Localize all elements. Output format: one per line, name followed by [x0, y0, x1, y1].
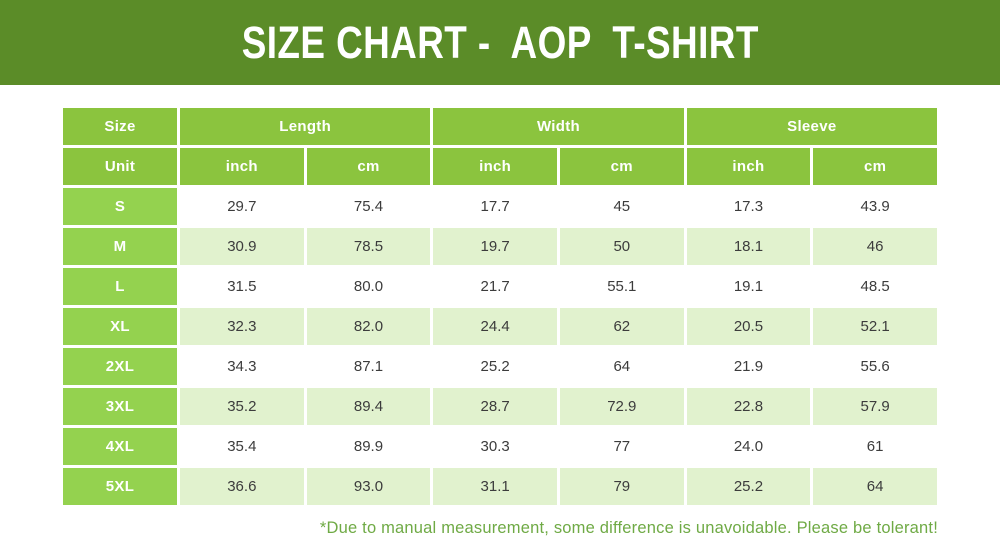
data-cell: 21.9 [686, 348, 811, 385]
data-cell: 55.1 [559, 268, 684, 305]
data-cell: 30.9 [180, 228, 304, 265]
table-row-2xl: 2XL 34.3 87.1 25.2 64 21.9 55.6 [63, 348, 937, 385]
data-cell: 87.1 [306, 348, 431, 385]
data-cell: 29.7 [180, 188, 304, 225]
data-cell: 34.3 [180, 348, 304, 385]
data-cell: 19.7 [433, 228, 557, 265]
unit-header-row: Unit inch cm inch cm inch cm [63, 148, 937, 185]
measurement-disclaimer: *Due to manual measurement, some differe… [319, 519, 938, 537]
size-chart-table: Size Length Width Sleeve Unit inch cm in… [60, 105, 940, 508]
data-cell: 61 [813, 428, 937, 465]
unit-length-cm: cm [306, 148, 431, 185]
data-cell: 82.0 [306, 308, 431, 345]
table-row-5xl: 5XL 36.6 93.0 31.1 79 25.2 64 [63, 468, 937, 505]
data-cell: 52.1 [813, 308, 937, 345]
data-cell: 30.3 [433, 428, 557, 465]
data-cell: 24.4 [433, 308, 557, 345]
size-label: XL [63, 308, 177, 345]
page-title: SIZE CHART - AOP T-SHIRT [241, 16, 759, 68]
size-label: 2XL [63, 348, 177, 385]
size-label: 4XL [63, 428, 177, 465]
table-row-s: S 29.7 75.4 17.7 45 17.3 43.9 [63, 188, 937, 225]
data-cell: 75.4 [306, 188, 431, 225]
unit-sleeve-cm: cm [813, 148, 937, 185]
col-header-size: Size [63, 108, 177, 145]
col-header-sleeve: Sleeve [686, 108, 937, 145]
unit-header-label: Unit [63, 148, 177, 185]
title-banner: SIZE CHART - AOP T-SHIRT [0, 0, 1000, 85]
data-cell: 36.6 [180, 468, 304, 505]
data-cell: 22.8 [686, 388, 811, 425]
size-label: 3XL [63, 388, 177, 425]
table-row-m: M 30.9 78.5 19.7 50 18.1 46 [63, 228, 937, 265]
data-cell: 72.9 [559, 388, 684, 425]
unit-width-inch: inch [433, 148, 557, 185]
data-cell: 62 [559, 308, 684, 345]
data-cell: 17.3 [686, 188, 811, 225]
data-cell: 89.9 [306, 428, 431, 465]
data-cell: 18.1 [686, 228, 811, 265]
data-cell: 48.5 [813, 268, 937, 305]
data-cell: 24.0 [686, 428, 811, 465]
data-cell: 45 [559, 188, 684, 225]
size-label: S [63, 188, 177, 225]
unit-width-cm: cm [559, 148, 684, 185]
data-cell: 21.7 [433, 268, 557, 305]
unit-length-inch: inch [180, 148, 304, 185]
data-cell: 55.6 [813, 348, 937, 385]
col-header-width: Width [433, 108, 684, 145]
table-row-3xl: 3XL 35.2 89.4 28.7 72.9 22.8 57.9 [63, 388, 937, 425]
unit-sleeve-inch: inch [686, 148, 811, 185]
data-cell: 25.2 [686, 468, 811, 505]
data-cell: 25.2 [433, 348, 557, 385]
data-cell: 78.5 [306, 228, 431, 265]
data-cell: 50 [559, 228, 684, 265]
data-cell: 79 [559, 468, 684, 505]
data-cell: 32.3 [180, 308, 304, 345]
data-cell: 31.1 [433, 468, 557, 505]
col-header-length: Length [180, 108, 431, 145]
data-cell: 31.5 [180, 268, 304, 305]
data-cell: 80.0 [306, 268, 431, 305]
size-label: L [63, 268, 177, 305]
data-cell: 17.7 [433, 188, 557, 225]
table-row-l: L 31.5 80.0 21.7 55.1 19.1 48.5 [63, 268, 937, 305]
data-cell: 64 [559, 348, 684, 385]
data-cell: 35.4 [180, 428, 304, 465]
data-cell: 93.0 [306, 468, 431, 505]
data-cell: 57.9 [813, 388, 937, 425]
size-label: 5XL [63, 468, 177, 505]
size-label: M [63, 228, 177, 265]
data-cell: 77 [559, 428, 684, 465]
data-cell: 64 [813, 468, 937, 505]
group-header-row: Size Length Width Sleeve [63, 108, 937, 145]
data-cell: 89.4 [306, 388, 431, 425]
data-cell: 35.2 [180, 388, 304, 425]
data-cell: 46 [813, 228, 937, 265]
table-row-4xl: 4XL 35.4 89.9 30.3 77 24.0 61 [63, 428, 937, 465]
table-row-xl: XL 32.3 82.0 24.4 62 20.5 52.1 [63, 308, 937, 345]
data-cell: 20.5 [686, 308, 811, 345]
data-cell: 19.1 [686, 268, 811, 305]
data-cell: 28.7 [433, 388, 557, 425]
data-cell: 43.9 [813, 188, 937, 225]
